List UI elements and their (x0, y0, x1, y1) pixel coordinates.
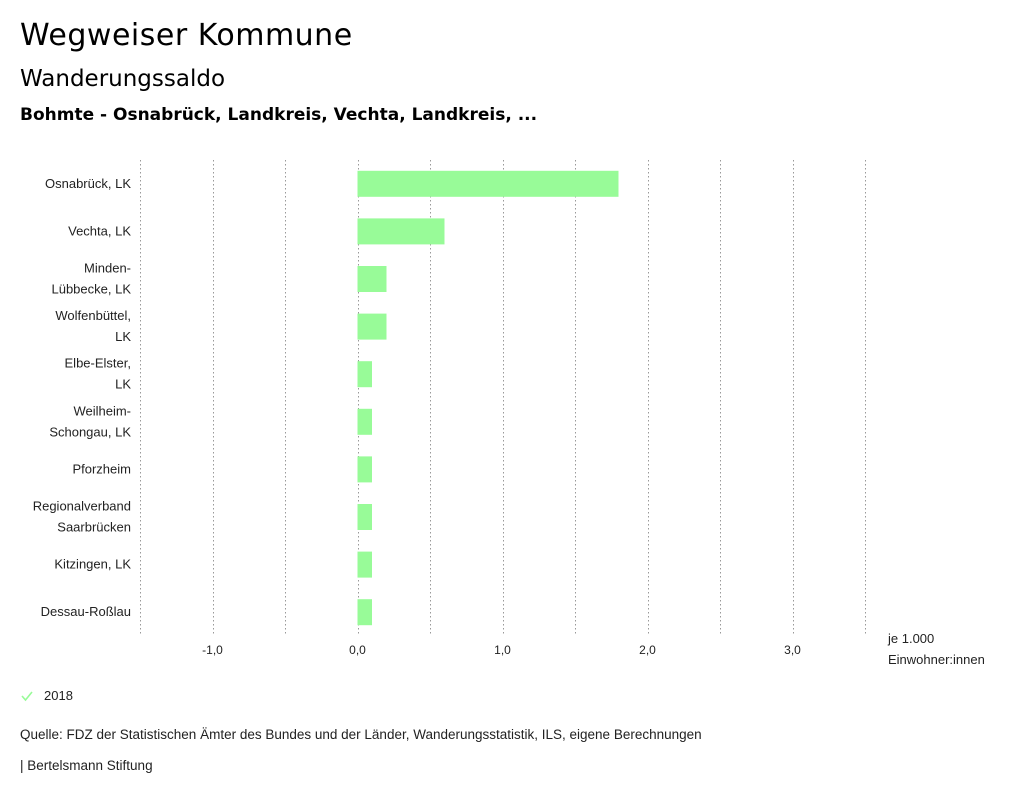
category-labels: Osnabrück, LK Vechta, LK Minden-Lübbecke, … (33, 176, 132, 619)
unit-label-line1: je 1.000 (887, 631, 934, 646)
bar-chart: Osnabrück, LK Vechta, LK Minden-Lübbecke, … (33, 160, 985, 667)
grid-lines (140, 160, 866, 636)
tick-label: 1,0 (494, 643, 511, 657)
bar[interactable] (357, 456, 373, 483)
tick-label: 0,0 (349, 643, 366, 657)
category-label: Elbe-Elster, LK (65, 356, 132, 392)
tick-labels: -1,0 0,0 1,0 2,0 3,0 (202, 643, 801, 657)
chart-subtitle: Wanderungssaldo (20, 66, 226, 92)
category-label: Minden-Lübbecke, LK (51, 261, 131, 297)
page-title: Wegweiser Kommune (20, 18, 353, 53)
bar[interactable] (357, 599, 373, 626)
bar[interactable] (357, 504, 373, 530)
check-icon (21, 690, 33, 701)
credit-note: | Bertelsmann Stiftung (20, 758, 153, 773)
legend-item-2018[interactable]: 2018 (20, 688, 73, 703)
region-heading: Bohmte - Osnabrück, Landkreis, Vechta, L… (20, 105, 538, 125)
bars-group (357, 170, 619, 626)
tick-label: 3,0 (784, 643, 801, 657)
bar[interactable] (357, 170, 619, 197)
bar[interactable] (357, 408, 373, 435)
source-note: Quelle: FDZ der Statistischen Ämter des … (20, 727, 702, 742)
unit-label-line2: Einwohner:innen (888, 652, 985, 667)
category-label: Regionalverband Saarbrücken (33, 499, 131, 535)
bar[interactable] (357, 266, 387, 292)
category-label: Weilheim-Schongau, LK (49, 403, 131, 439)
bar[interactable] (357, 551, 373, 578)
category-label: Osnabrück, LK (45, 176, 131, 191)
category-label: Pforzheim (72, 461, 131, 476)
category-label: Vechta, LK (68, 223, 131, 238)
bar[interactable] (357, 313, 387, 340)
legend-label: 2018 (44, 688, 73, 703)
bar[interactable] (357, 218, 445, 245)
bar[interactable] (357, 361, 373, 388)
category-label: Dessau-Roßlau (41, 604, 131, 619)
category-label: Kitzingen, LK (54, 557, 131, 572)
tick-label: -1,0 (202, 643, 223, 657)
category-label: Wolfenbüttel, LK (55, 308, 131, 344)
tick-label: 2,0 (639, 643, 656, 657)
